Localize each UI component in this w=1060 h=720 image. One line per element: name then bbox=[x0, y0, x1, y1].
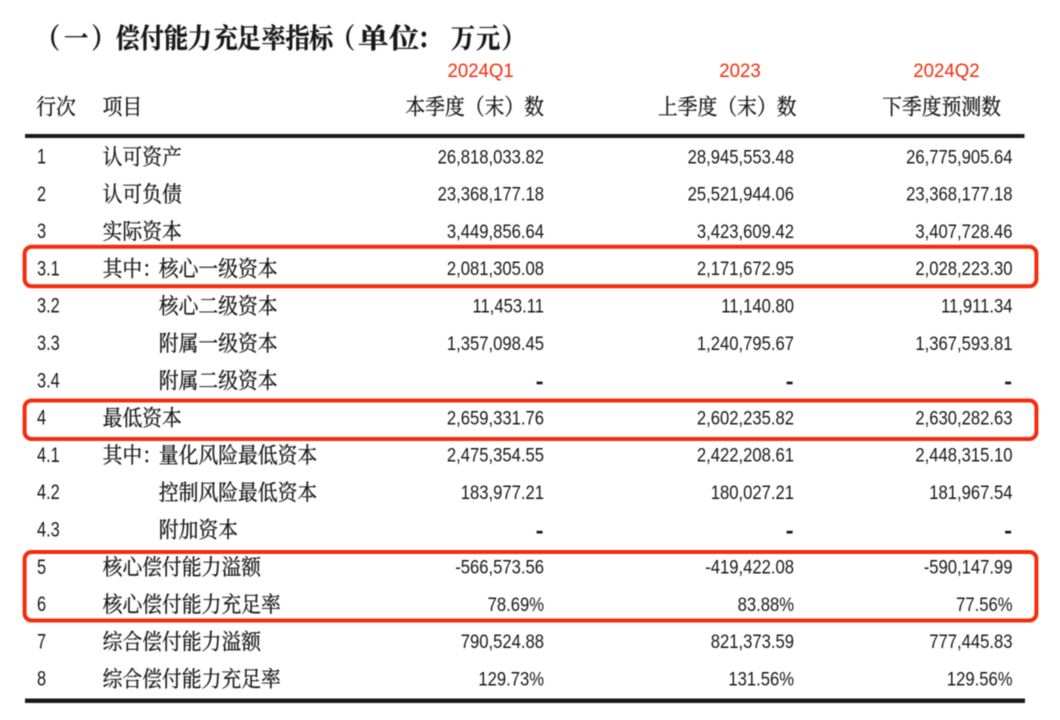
svg-text:3,407,728.46: 3,407,728.46 bbox=[915, 220, 1012, 243]
svg-text:5: 5 bbox=[37, 555, 46, 578]
svg-text:77.56%: 77.56% bbox=[956, 593, 1012, 616]
svg-text:4.1: 4.1 bbox=[37, 443, 60, 466]
svg-text:28,945,553.48: 28,945,553.48 bbox=[688, 145, 794, 168]
svg-text:3,449,856.64: 3,449,856.64 bbox=[447, 220, 544, 243]
svg-text:3: 3 bbox=[37, 219, 46, 242]
svg-text:3,423,609.42: 3,423,609.42 bbox=[697, 220, 794, 243]
svg-text:11,140.80: 11,140.80 bbox=[721, 294, 794, 317]
svg-text:2024Q2: 2024Q2 bbox=[913, 61, 979, 82]
svg-text:821,373.59: 821,373.59 bbox=[711, 630, 794, 653]
svg-text:777,445.83: 777,445.83 bbox=[929, 630, 1012, 653]
svg-text:2024Q1: 2024Q1 bbox=[448, 61, 514, 82]
svg-text:2,081,305.08: 2,081,305.08 bbox=[447, 257, 544, 280]
svg-text:1,367,593.81: 1,367,593.81 bbox=[915, 331, 1012, 354]
svg-text:2,602,235.82: 2,602,235.82 bbox=[697, 406, 794, 429]
svg-text:8: 8 bbox=[37, 667, 46, 690]
svg-text:23,368,177.18: 23,368,177.18 bbox=[906, 182, 1012, 205]
svg-text:78.69%: 78.69% bbox=[488, 593, 544, 616]
svg-text:1,240,795.67: 1,240,795.67 bbox=[697, 331, 794, 354]
svg-text:3.4: 3.4 bbox=[37, 368, 60, 391]
svg-text:1,357,098.45: 1,357,098.45 bbox=[447, 331, 544, 354]
svg-text:2,659,331.76: 2,659,331.76 bbox=[447, 406, 544, 429]
svg-text:2,028,223.30: 2,028,223.30 bbox=[915, 257, 1012, 280]
svg-text:129.73%: 129.73% bbox=[478, 667, 544, 690]
svg-text:25,521,944.06: 25,521,944.06 bbox=[688, 182, 794, 205]
svg-text:2: 2 bbox=[37, 182, 46, 205]
svg-text:2,630,282.63: 2,630,282.63 bbox=[915, 406, 1012, 429]
svg-text:26,818,033.82: 26,818,033.82 bbox=[438, 145, 544, 168]
svg-text:-590,147.99: -590,147.99 bbox=[924, 555, 1013, 578]
svg-text:-419,422.08: -419,422.08 bbox=[705, 555, 794, 578]
svg-text:26,775,905.64: 26,775,905.64 bbox=[906, 145, 1012, 168]
svg-text:129.56%: 129.56% bbox=[947, 667, 1013, 690]
svg-text:11,911.34: 11,911.34 bbox=[941, 294, 1013, 317]
svg-text:4.3: 4.3 bbox=[37, 518, 60, 541]
svg-text:2,422,208.61: 2,422,208.61 bbox=[697, 443, 794, 466]
svg-text:11,453.11: 11,453.11 bbox=[472, 294, 544, 317]
svg-text:83.88%: 83.88% bbox=[738, 593, 794, 616]
svg-text:1: 1 bbox=[37, 145, 46, 168]
svg-text:183,977.21: 183,977.21 bbox=[461, 481, 544, 504]
svg-text:4.2: 4.2 bbox=[37, 480, 60, 503]
svg-text:2,448,315.10: 2,448,315.10 bbox=[915, 443, 1012, 466]
svg-text:7: 7 bbox=[37, 629, 46, 652]
svg-text:131.56%: 131.56% bbox=[728, 667, 794, 690]
svg-text:2,171,672.95: 2,171,672.95 bbox=[697, 257, 794, 280]
svg-text:180,027.21: 180,027.21 bbox=[711, 481, 794, 504]
svg-text:23,368,177.18: 23,368,177.18 bbox=[438, 182, 544, 205]
svg-text:3.1: 3.1 bbox=[37, 256, 60, 279]
svg-text:3.2: 3.2 bbox=[37, 294, 60, 317]
svg-text:181,967.54: 181,967.54 bbox=[929, 481, 1012, 504]
svg-text:6: 6 bbox=[37, 592, 46, 615]
svg-text:3.3: 3.3 bbox=[37, 331, 60, 354]
svg-text:2,475,354.55: 2,475,354.55 bbox=[447, 443, 544, 466]
svg-text:4: 4 bbox=[37, 406, 46, 429]
svg-text:2023: 2023 bbox=[719, 61, 760, 82]
svg-text:790,524.88: 790,524.88 bbox=[461, 630, 544, 653]
svg-text:-566,573.56: -566,573.56 bbox=[455, 555, 544, 578]
